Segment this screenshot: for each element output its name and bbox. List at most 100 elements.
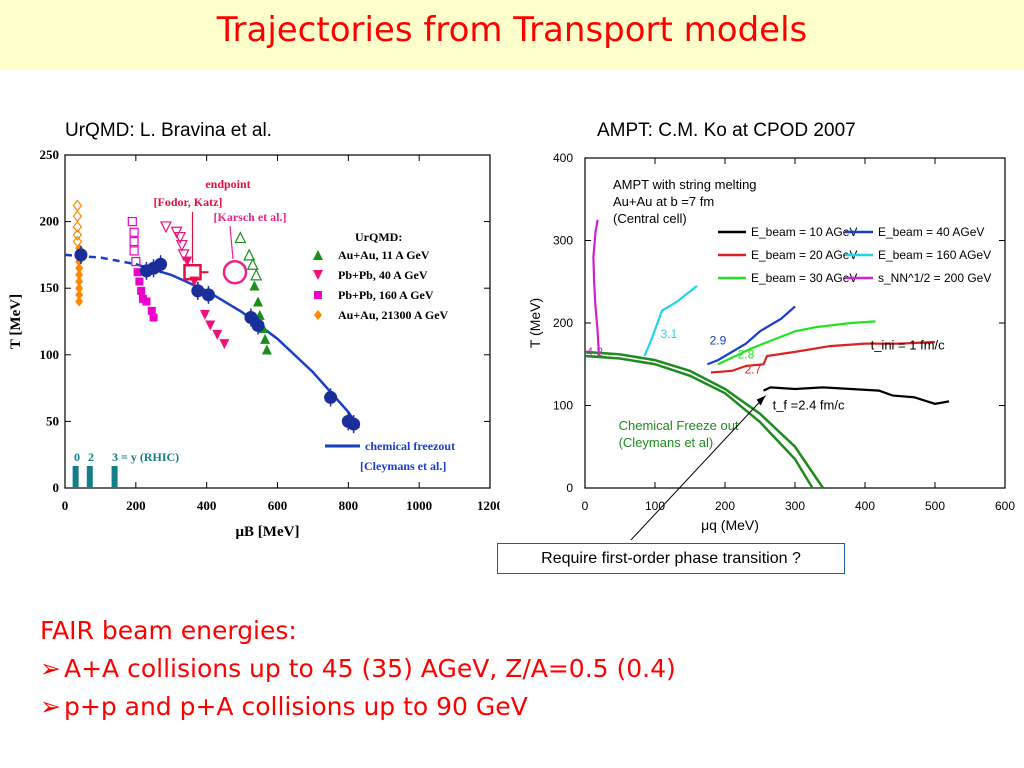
endpoint-fodor-label: [Fodor, Katz]: [154, 195, 223, 209]
freeze-out-label: Chemical Freeze out: [619, 418, 739, 433]
x-tick-label: 400: [855, 499, 875, 513]
data-point: [137, 286, 146, 295]
y-axis-label: T (MeV): [527, 298, 543, 348]
data-point: [250, 268, 263, 281]
data-point: [72, 228, 83, 241]
x-tick-label: 0: [582, 499, 589, 513]
data-point: [75, 283, 84, 294]
data-point: [75, 269, 84, 280]
cleymans-curve: [584, 354, 814, 489]
ampt-chart: 0 100 200 300 400 500 600 0 100 200 300 400 μq (MeV)…: [527, 151, 1015, 540]
fair-heading: FAIR beam energies:: [40, 616, 297, 645]
y-tick-label: 0: [53, 480, 60, 495]
ampt-annotation: AMPT with string melting: [613, 177, 757, 192]
bullet-pp-text: p+p and p+A collisions up to 90 GeV: [64, 692, 528, 721]
x-tick-label: 100: [645, 499, 665, 513]
urqmd-point: [74, 248, 88, 262]
data-point: [177, 249, 190, 262]
legend-marker: [314, 310, 322, 320]
urqmd-point: [251, 318, 265, 332]
title-bar: [0, 0, 1024, 70]
y-tick-label: 50: [46, 413, 59, 428]
y-tick-label: 100: [553, 399, 573, 413]
legend-label: Au+Au, 11 A GeV: [338, 248, 430, 262]
endpoint-karsch-arrow: [229, 225, 234, 260]
data-point: [129, 246, 139, 256]
trajectory-value-label: 2.9: [710, 333, 727, 347]
right-chart-caption: AMPT: C.M. Ko at CPOD 2007: [597, 120, 856, 141]
y-tick-label: 0: [566, 481, 573, 495]
trajectory-value-label: 2.8: [738, 347, 755, 361]
data-point: [149, 313, 158, 322]
data-point: [175, 239, 188, 252]
data-point: [75, 276, 84, 287]
trajectory-value-label: 4.2: [586, 345, 603, 359]
tini-label: t_ini = 1 fm/c: [871, 337, 946, 352]
phase-transition-callout: Require first-order phase transition ?: [497, 543, 845, 574]
bullet-aa-text: A+A collisions up to 45 (35) AGeV, Z/A=0…: [64, 654, 676, 683]
cleymans-curve: [584, 350, 825, 489]
x-tick-label: 200: [715, 499, 735, 513]
series-line: [710, 340, 936, 374]
endpoint-label: endpoint: [205, 177, 250, 191]
x-tick-label: 1200: [477, 498, 500, 513]
data-point: [182, 256, 193, 267]
y-tick-label: 100: [40, 347, 60, 362]
x-tick-label: 600: [268, 498, 288, 513]
slide-title: Trajectories from Transport models: [216, 10, 808, 50]
legend-marker: [313, 250, 323, 260]
freeze-out-label: (Cleymans et al): [619, 435, 714, 450]
series-line: [717, 320, 876, 366]
data-point: [75, 296, 84, 307]
x-tick-label: 500: [925, 499, 945, 513]
legend-label: E_beam = 10 AGeV: [751, 225, 857, 239]
y-tick-label: 150: [40, 280, 60, 295]
rapidity-label: 0: [74, 450, 80, 464]
endpoint-karsch-label: [Karsch et al.]: [214, 210, 287, 224]
rapidity-label: 3 = y (RHIC): [112, 450, 179, 464]
legend-label: s_NN^1/2 = 200 GeV: [878, 271, 991, 285]
urqmd-point: [324, 390, 338, 404]
ampt-annotation: Au+Au at b =7 fm: [613, 194, 714, 209]
series-line: [643, 285, 698, 357]
data-point: [246, 257, 259, 270]
data-point: [174, 231, 187, 244]
data-point: [72, 199, 83, 212]
bullet-aa: ➢ A+A collisions up to 45 (35) AGeV, Z/A=…: [40, 650, 676, 688]
data-point: [147, 306, 156, 315]
freezeout-legend-label: chemical freezout: [365, 439, 455, 453]
x-tick-label: 300: [785, 499, 805, 513]
left-chart-caption: UrQMD: L. Bravina et al.: [65, 120, 272, 141]
data-point: [253, 296, 264, 307]
data-point: [72, 210, 83, 223]
x-tick-label: 800: [339, 498, 359, 513]
trajectory-value-label: 3.1: [661, 327, 678, 341]
endpoint-karsch-marker: [222, 259, 248, 285]
freezeout-curve: [135, 263, 360, 429]
data-point: [249, 280, 260, 291]
data-point: [129, 227, 139, 237]
x-axis-label: μq (MeV): [701, 517, 759, 533]
data-point: [260, 333, 271, 344]
data-point: [199, 309, 210, 320]
legend-label: Pb+Pb, 160 A GeV: [338, 288, 434, 302]
data-point: [75, 263, 84, 274]
data-point: [72, 220, 83, 233]
data-point: [234, 231, 247, 244]
data-point: [243, 248, 256, 261]
data-point: [261, 344, 272, 355]
legend-title: UrQMD:: [355, 230, 402, 244]
rapidity-bar: [86, 466, 93, 488]
data-point: [219, 339, 230, 350]
rapidity-bar: [111, 466, 118, 488]
data-point: [129, 236, 139, 247]
x-axis-label: μB [MeV]: [236, 524, 300, 540]
ampt-annotation: (Central cell): [613, 211, 687, 226]
x-tick-label: 400: [197, 498, 217, 513]
series-line: [592, 219, 601, 357]
legend-marker: [313, 270, 323, 280]
freezeout-source-label: [Cleymans et al.]: [360, 459, 446, 473]
urqmd-point: [154, 257, 168, 271]
data-point: [131, 256, 141, 267]
data-point: [133, 268, 142, 277]
